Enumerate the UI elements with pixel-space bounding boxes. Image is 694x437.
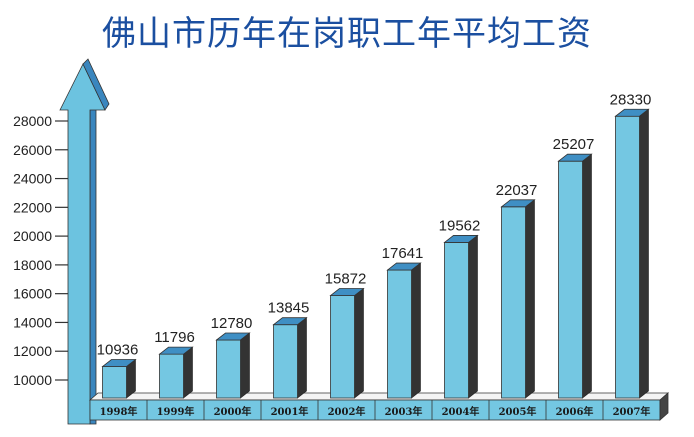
value-label: 22037 <box>496 182 538 199</box>
value-label: 10936 <box>97 342 139 359</box>
svg-text:24000: 24000 <box>13 171 52 187</box>
x-label: 2003年 <box>385 405 423 418</box>
bar-2002年: 15872 <box>325 271 367 399</box>
bar-2006年: 25207 <box>553 136 595 399</box>
value-label: 13845 <box>268 300 310 317</box>
bars: 10936 1998年 11796 1999年 12780 2000年 13845 2001年… <box>97 91 652 420</box>
svg-text:16000: 16000 <box>13 286 52 302</box>
x-label: 2005年 <box>499 405 537 418</box>
svg-text:20000: 20000 <box>13 228 52 244</box>
value-label: 15872 <box>325 271 367 288</box>
value-label: 28330 <box>610 91 652 108</box>
svg-text:18000: 18000 <box>13 257 52 273</box>
bar-2003年: 17641 <box>382 245 424 399</box>
y-axis-ticks: 10000 12000 14000 16000 18000 20000 22000 24000… <box>13 113 68 388</box>
x-label: 2001年 <box>271 405 309 418</box>
bar-1999年: 11796 <box>154 329 195 399</box>
bar-2007年: 28330 <box>610 91 652 399</box>
svg-text:14000: 14000 <box>13 314 52 330</box>
bar-2001年: 13845 <box>268 300 310 399</box>
x-label: 2007年 <box>613 405 651 418</box>
y-axis-arrow <box>59 58 110 425</box>
x-label: 1999年 <box>157 405 195 418</box>
svg-text:10000: 10000 <box>13 372 52 388</box>
svg-text:28000: 28000 <box>13 113 52 129</box>
svg-text:22000: 22000 <box>13 199 52 215</box>
bar-1998年: 10936 <box>97 342 139 399</box>
svg-text:12000: 12000 <box>13 343 52 359</box>
value-label: 25207 <box>553 136 595 153</box>
value-label: 17641 <box>382 245 424 262</box>
bar-2005年: 22037 <box>496 182 538 399</box>
bar-2000年: 12780 <box>211 315 253 399</box>
x-label: 2004年 <box>442 405 480 418</box>
value-label: 19562 <box>439 217 481 234</box>
bar-2004年: 19562 <box>439 217 481 399</box>
x-label: 2002年 <box>328 405 366 418</box>
x-label: 2000年 <box>214 405 252 418</box>
value-label: 12780 <box>211 315 253 332</box>
value-label: 11796 <box>154 329 195 346</box>
x-label: 1998年 <box>100 405 138 418</box>
x-label: 2006年 <box>556 405 594 418</box>
svg-text:26000: 26000 <box>13 142 52 158</box>
chart-title: 佛山市历年在岗职工年平均工资 <box>102 14 592 54</box>
